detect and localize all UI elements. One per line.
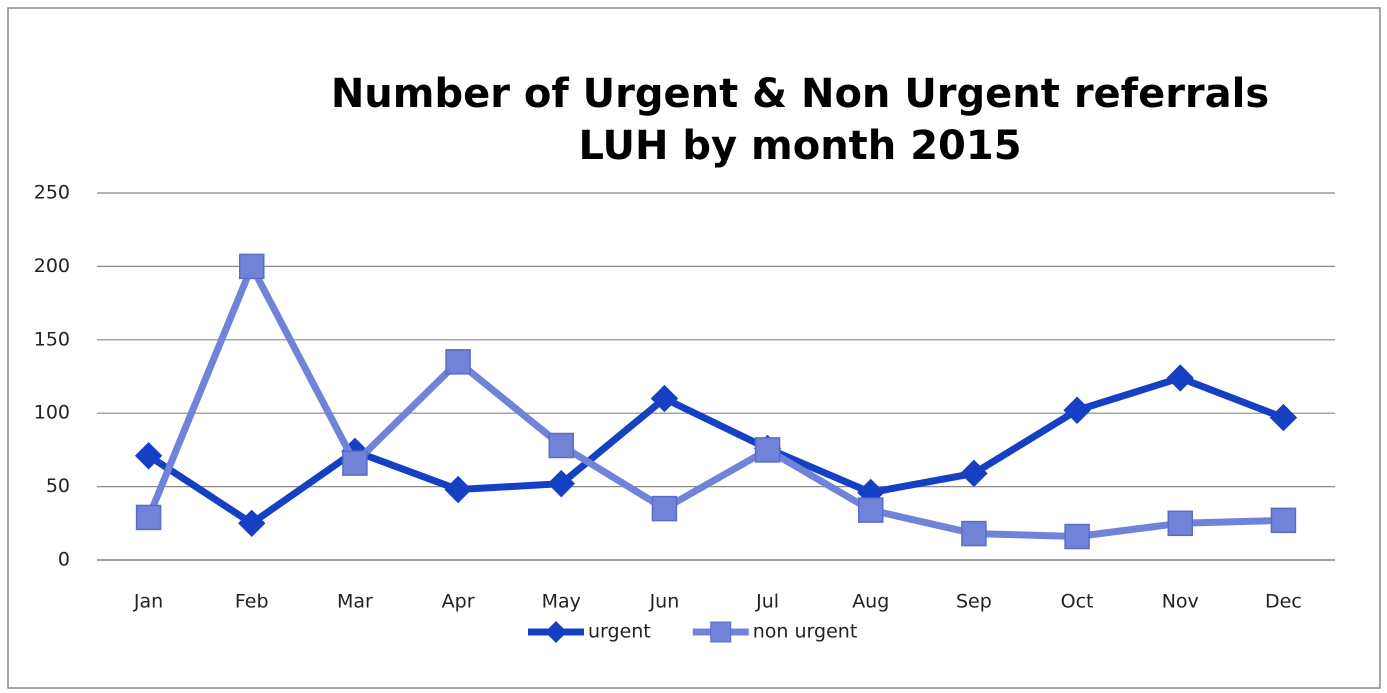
- legend-marker: [545, 621, 567, 643]
- y-tick-label: 200: [34, 255, 70, 277]
- legend-label: urgent: [588, 621, 651, 643]
- marker: [754, 437, 781, 463]
- marker: [1270, 507, 1297, 534]
- marker: [651, 495, 678, 522]
- marker: [134, 442, 163, 470]
- x-tick-label: Aug: [852, 591, 889, 613]
- marker: [1166, 364, 1194, 392]
- x-tick-label: Nov: [1162, 591, 1199, 613]
- marker: [1269, 403, 1298, 432]
- marker: [858, 497, 884, 523]
- marker: [342, 450, 368, 476]
- marker: [547, 469, 575, 498]
- marker: [1064, 523, 1090, 550]
- marker: [238, 509, 266, 538]
- y-tick-label: 0: [58, 549, 70, 571]
- marker: [135, 504, 162, 531]
- x-tick-label: Oct: [1061, 591, 1094, 613]
- y-tick-label: 100: [34, 402, 70, 424]
- legend-label: non urgent: [753, 621, 858, 643]
- marker: [445, 349, 471, 375]
- x-tick-label: Jun: [649, 591, 680, 613]
- y-tick-label: 150: [34, 328, 70, 350]
- chart-frame: [7, 7, 1381, 689]
- marker: [1063, 396, 1091, 424]
- y-tick-label: 250: [34, 182, 70, 204]
- x-tick-label: Jan: [133, 591, 163, 613]
- y-tick-label: 50: [46, 475, 70, 497]
- marker: [444, 475, 472, 504]
- marker: [650, 384, 679, 413]
- x-tick-label: May: [542, 591, 581, 613]
- x-tick-label: Jul: [755, 591, 779, 613]
- marker: [1167, 510, 1193, 537]
- series-line: [146, 374, 1285, 527]
- marker: [239, 253, 265, 280]
- marker: [961, 520, 987, 547]
- x-tick-label: Mar: [337, 591, 373, 613]
- x-tick-label: Dec: [1265, 591, 1302, 613]
- x-tick-label: Feb: [235, 591, 269, 613]
- chart-title: Number of Urgent & Non Urgent referrals …: [330, 71, 1270, 169]
- marker: [548, 432, 574, 459]
- x-tick-label: Apr: [442, 591, 475, 613]
- marker: [960, 459, 988, 488]
- series-line: [145, 262, 1284, 541]
- x-tick-label: Sep: [956, 591, 992, 613]
- legend-marker: [710, 621, 732, 643]
